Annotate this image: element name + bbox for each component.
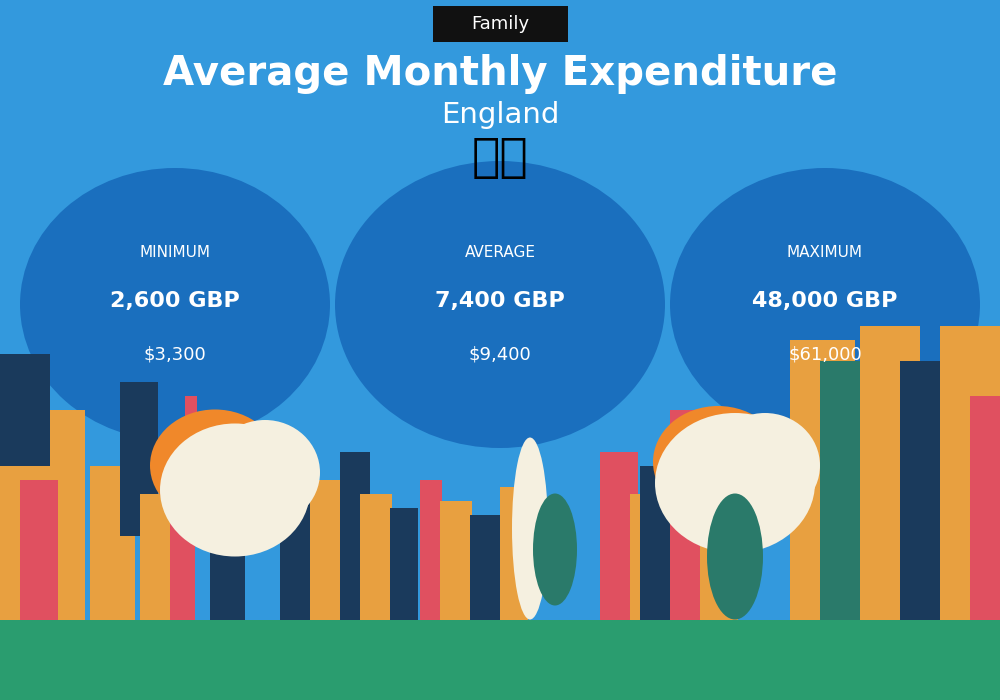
Bar	[900, 360, 950, 620]
FancyBboxPatch shape	[432, 6, 568, 42]
Bar	[470, 514, 500, 620]
Bar	[185, 395, 197, 493]
Ellipse shape	[670, 168, 980, 441]
Bar	[630, 494, 655, 620]
Bar	[860, 326, 920, 620]
Text: 🇬🇧: 🇬🇧	[472, 136, 528, 181]
Bar	[360, 494, 392, 620]
Bar	[20, 480, 58, 620]
Ellipse shape	[20, 168, 330, 441]
Ellipse shape	[335, 161, 665, 448]
Bar	[940, 326, 1000, 620]
Ellipse shape	[653, 406, 783, 518]
Bar	[210, 466, 245, 620]
Text: Family: Family	[471, 15, 529, 33]
Ellipse shape	[533, 494, 577, 606]
Bar	[790, 340, 855, 620]
Text: England: England	[441, 101, 559, 129]
Ellipse shape	[160, 424, 310, 556]
Bar	[120, 382, 158, 536]
Bar	[310, 480, 348, 620]
Text: 2,600 GBP: 2,600 GBP	[110, 291, 240, 311]
Text: 7,400 GBP: 7,400 GBP	[435, 291, 565, 311]
Ellipse shape	[655, 413, 815, 553]
Bar	[700, 480, 738, 620]
Ellipse shape	[150, 410, 280, 522]
Bar	[600, 452, 638, 620]
Bar	[670, 410, 708, 620]
Bar	[280, 466, 318, 620]
Bar	[500, 486, 528, 620]
Text: 48,000 GBP: 48,000 GBP	[752, 291, 898, 311]
Bar	[340, 452, 370, 620]
Ellipse shape	[512, 438, 548, 620]
Text: Average Monthly Expenditure: Average Monthly Expenditure	[163, 53, 837, 94]
Bar	[140, 494, 178, 620]
Text: MAXIMUM: MAXIMUM	[787, 244, 863, 260]
Bar	[90, 466, 135, 620]
Bar	[970, 395, 1000, 620]
Bar	[170, 444, 195, 620]
Bar	[440, 500, 472, 620]
Bar	[0, 354, 50, 466]
Ellipse shape	[210, 420, 320, 525]
Text: $9,400: $9,400	[469, 346, 531, 364]
Bar	[390, 508, 418, 620]
Bar	[0, 424, 55, 620]
Text: $3,300: $3,300	[144, 346, 206, 364]
Text: $61,000: $61,000	[788, 346, 862, 364]
Text: MINIMUM: MINIMUM	[140, 244, 210, 260]
Bar	[640, 466, 670, 620]
Ellipse shape	[710, 413, 820, 518]
Bar	[820, 360, 875, 620]
Ellipse shape	[707, 494, 763, 620]
Bar	[0, 620, 1000, 700]
Bar	[420, 480, 442, 620]
Bar	[50, 410, 85, 620]
Text: AVERAGE: AVERAGE	[464, 244, 536, 260]
